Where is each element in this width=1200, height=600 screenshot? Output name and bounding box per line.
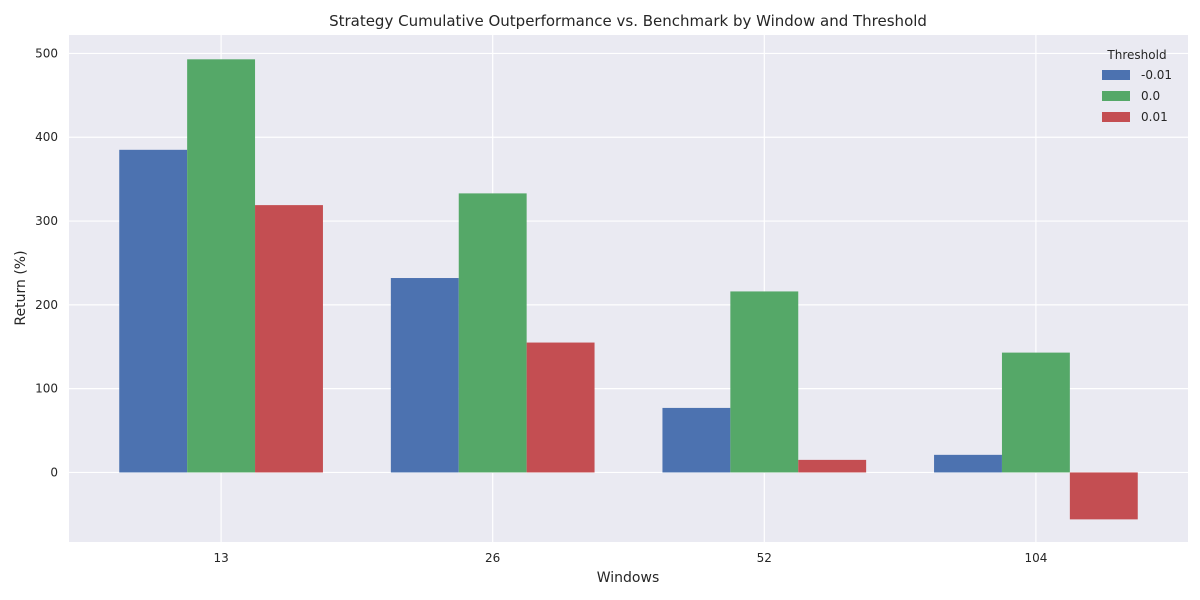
bar-13-series-2 [255,205,323,473]
x-tick-label-52: 52 [757,551,772,565]
bar-26-series-2 [526,342,595,473]
y-tick-label-0: 0 [50,465,58,479]
x-tick-label-26: 26 [485,551,500,565]
chart-title: Strategy Cumulative Outperformance vs. B… [329,12,927,30]
y-tick-label-4: 400 [35,130,58,144]
bar-104-series-0 [934,454,1002,473]
x-tick-label-104: 104 [1024,551,1047,565]
legend-swatch-1 [1102,91,1130,101]
bar-52-series-1 [730,291,799,473]
legend-swatch-0 [1102,70,1130,80]
y-axis-ticks: 0 100 200 300 400 500 [35,46,58,479]
y-axis-label: Return (%) [13,250,29,325]
x-tick-label-13: 13 [213,551,228,565]
bars [119,59,1138,520]
bar-52-series-0 [662,407,731,473]
legend-swatch-2 [1102,112,1130,122]
legend-title: Threshold [1106,48,1166,62]
bar-26-series-0 [390,278,459,473]
bar-52-series-2 [798,459,867,473]
legend-label-0: -0.01 [1141,68,1172,82]
y-tick-label-2: 200 [35,298,58,312]
legend: Threshold -0.01 0.0 0.01 [1102,48,1172,124]
bar-13-series-0 [119,149,188,473]
x-axis-ticks: 13 26 52 104 [213,551,1047,565]
bar-26-series-1 [458,193,527,473]
x-axis-label: Windows [597,570,660,586]
y-tick-label-5: 500 [35,46,58,60]
bar-104-series-1 [1001,352,1070,473]
y-tick-label-3: 300 [35,214,58,228]
legend-label-2: 0.01 [1141,110,1168,124]
y-tick-label-1: 100 [35,382,58,396]
bar-13-series-1 [187,59,256,473]
legend-label-1: 0.0 [1141,89,1160,103]
bar-104-series-2 [1069,472,1138,520]
